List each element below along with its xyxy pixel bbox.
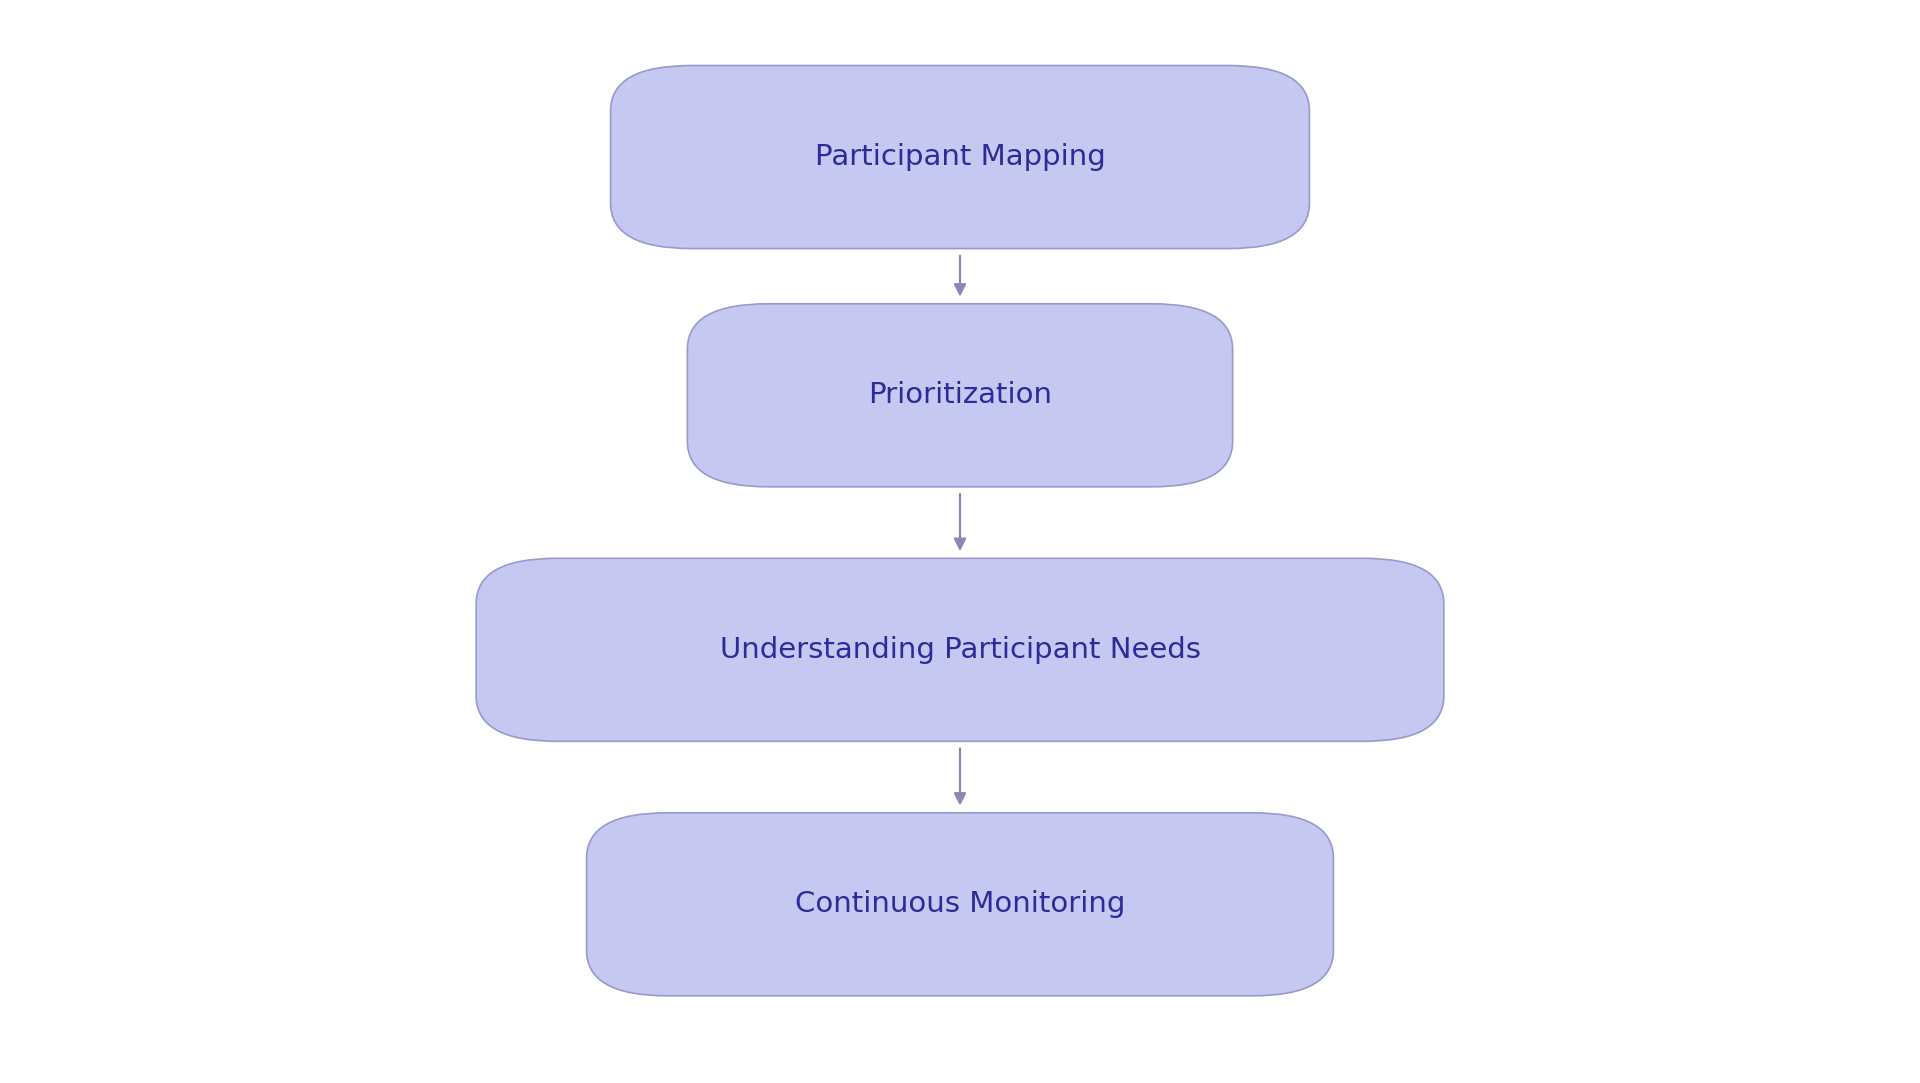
FancyBboxPatch shape	[611, 65, 1309, 249]
Text: Understanding Participant Needs: Understanding Participant Needs	[720, 636, 1200, 664]
FancyBboxPatch shape	[588, 812, 1334, 996]
Text: Participant Mapping: Participant Mapping	[814, 143, 1106, 171]
FancyBboxPatch shape	[476, 559, 1444, 741]
Text: Prioritization: Prioritization	[868, 381, 1052, 409]
FancyBboxPatch shape	[687, 303, 1233, 487]
Text: Continuous Monitoring: Continuous Monitoring	[795, 890, 1125, 918]
